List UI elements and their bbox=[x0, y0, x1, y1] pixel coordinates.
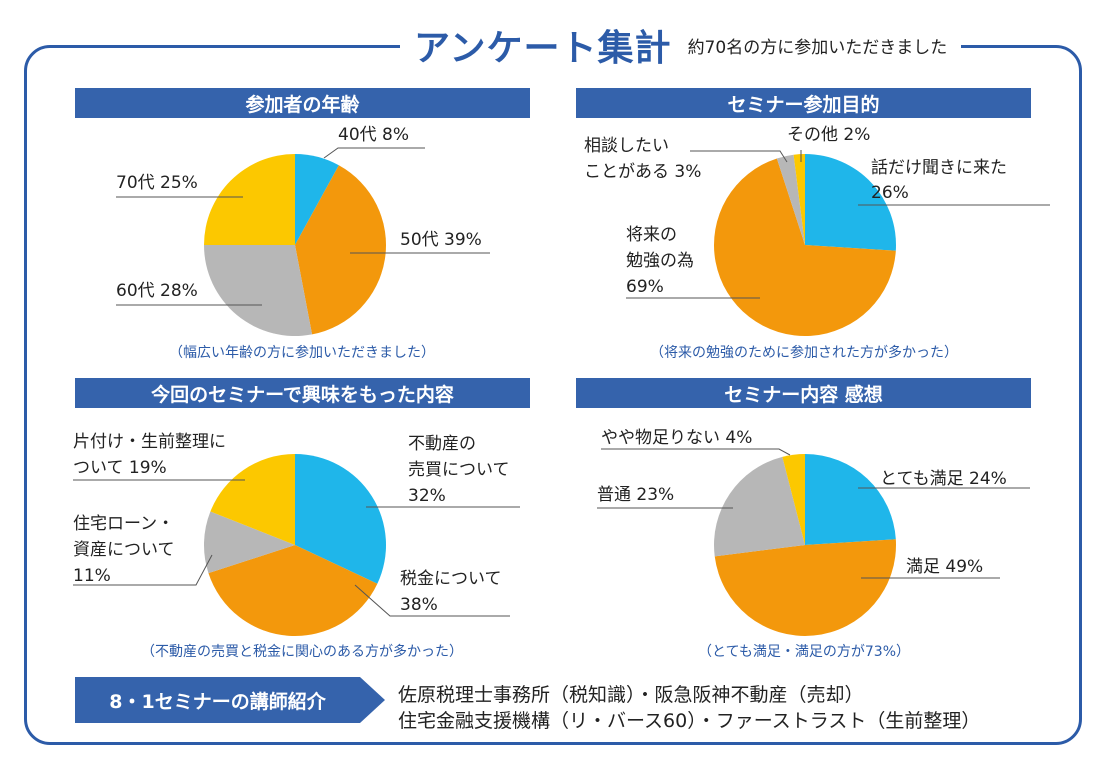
pie-1-slice-2 bbox=[776, 154, 805, 245]
pie-1-slice-0 bbox=[805, 154, 896, 251]
lecturer-line-1: 佐原税理士事務所（税知識）・阪急阪神不動産（売却） bbox=[398, 684, 864, 706]
pie-0-slice-0 bbox=[295, 154, 339, 245]
title-bar: アンケート集計 約70名の方に参加いただきました bbox=[400, 20, 962, 70]
impression-caption: （とても満足・満足の方が73%） bbox=[698, 644, 910, 660]
pie-0-slice-3 bbox=[204, 154, 295, 245]
pie-3-slice-2 bbox=[714, 456, 805, 557]
purpose-caption: （将来の勉強のために参加された方が多かった） bbox=[650, 345, 958, 361]
pie-2-label-3: 片付け・生前整理について 19% bbox=[73, 432, 226, 478]
pie-3-slice-0 bbox=[805, 454, 896, 545]
pie-3-label-1: 満足 49% bbox=[906, 557, 983, 577]
pie-2-label-0: 不動産の売買について 32% bbox=[408, 434, 510, 506]
pie-2-leader-2 bbox=[73, 554, 213, 586]
pie-1-leader-2 bbox=[690, 150, 788, 163]
pie-3-leader-3 bbox=[601, 448, 791, 456]
pie-0-leader-0 bbox=[323, 147, 425, 159]
pie-2-leader-1 bbox=[354, 584, 510, 617]
pie-1-label-1: 将来の勉強の為 69% bbox=[626, 225, 694, 297]
pie-0-label-3: 70代 25% bbox=[116, 173, 198, 193]
footer-badge-shape bbox=[75, 677, 385, 723]
pie-2-slice-3 bbox=[210, 454, 295, 545]
interest-caption: （不動産の売買と税金に関心のある方が多かった） bbox=[141, 644, 463, 660]
pie-0-label-0: 40代 8% bbox=[338, 125, 409, 145]
pie-1-label-0: 話だけ聞きに来た 26% bbox=[871, 158, 1007, 203]
pie-1-slice-1 bbox=[713, 158, 896, 336]
pie-0-label-1: 50代 39% bbox=[400, 230, 482, 250]
pie-1-slice-3 bbox=[793, 154, 805, 245]
pie-1-label-3: その他 2% bbox=[787, 125, 870, 145]
interest-panel-header: 今回のセミナーで興味をもった内容 bbox=[75, 378, 530, 408]
page-title: アンケート集計 bbox=[414, 28, 672, 69]
impression-panel-header: セミナー内容 感想 bbox=[576, 378, 1031, 408]
pie-0-slice-1 bbox=[295, 165, 386, 335]
pie-2-slice-0 bbox=[295, 454, 387, 584]
pie-1-label-2: 相談したいことがある 3% bbox=[584, 136, 701, 182]
lecturer-line-2: 住宅金融支援機構（リ・バース60）・ファーストラスト（生前整理） bbox=[398, 710, 981, 732]
purpose-panel-header: セミナー参加目的 bbox=[576, 88, 1031, 118]
page-subtitle: 約70名の方に参加いただきました bbox=[687, 37, 948, 58]
footer-badge-label: 8・1セミナーの講師紹介 bbox=[109, 690, 326, 713]
pie-3-slice-1 bbox=[714, 539, 896, 636]
pie-3-slice-3 bbox=[782, 454, 805, 545]
pie-2-slice-1 bbox=[208, 545, 378, 637]
age-panel-header: 参加者の年齢 bbox=[75, 88, 530, 118]
age-caption: （幅広い年齢の方に参加いただきました） bbox=[169, 345, 435, 361]
pie-2-label-1: 税金について 38% bbox=[400, 569, 502, 615]
pie-3-label-0: とても満足 24% bbox=[880, 469, 1007, 489]
pie-0-slice-2 bbox=[204, 245, 313, 337]
pie-2-label-2: 住宅ローン・資産について 11% bbox=[73, 514, 175, 586]
pie-0-label-2: 60代 28% bbox=[116, 281, 198, 301]
pie-2-slice-2 bbox=[203, 511, 295, 574]
pie-3-label-3: やや物足りない 4% bbox=[601, 428, 752, 448]
pie-3-label-2: 普通 23% bbox=[597, 485, 674, 505]
